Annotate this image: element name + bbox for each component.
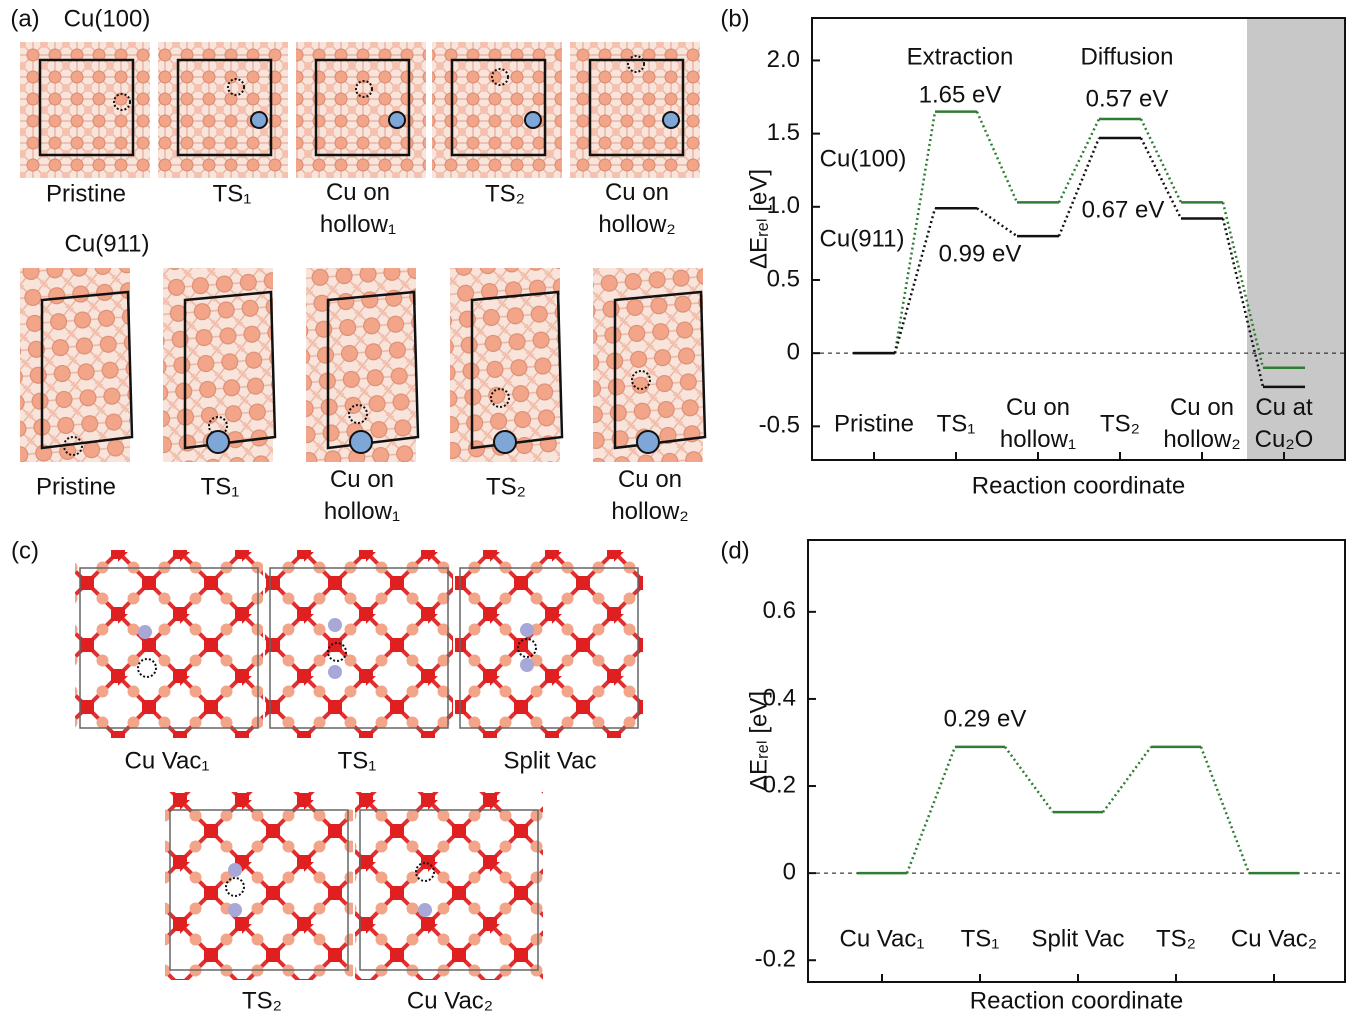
connector <box>977 112 1017 203</box>
y-tick-label: 0 <box>783 858 796 885</box>
y-axis-label: ΔEᵣₑₗ [eV] <box>745 691 772 791</box>
y-tick-label: -0.2 <box>755 946 796 973</box>
adatom <box>207 431 229 453</box>
structure-image <box>165 792 353 980</box>
annotation: 0.67 eV <box>1082 196 1165 223</box>
vacancy-site <box>418 903 432 917</box>
vacancy-site <box>520 658 534 672</box>
adatom <box>389 112 405 128</box>
panel-label: (b) <box>720 5 749 32</box>
x-axis-label: Reaction coordinate <box>972 472 1185 499</box>
connector <box>1141 119 1181 202</box>
annotation: 0.57 eV <box>1086 85 1169 112</box>
vacancy-site <box>228 863 242 877</box>
structure-image <box>265 550 453 738</box>
caption: TS₁ <box>201 473 240 500</box>
annotation: 0.99 eV <box>939 240 1022 267</box>
caption: Pristine <box>36 473 116 500</box>
caption: Split Vac <box>504 747 597 774</box>
caption: TS₁ <box>213 180 252 207</box>
panel-label: (d) <box>720 537 749 564</box>
connector <box>977 208 1017 236</box>
surface-label: Cu(100) <box>64 5 151 32</box>
x-tick-label: Cu onhollow₁ <box>1000 394 1076 453</box>
panel-label: (c) <box>11 537 39 564</box>
vacancy-site <box>328 618 342 632</box>
annotation: 0.29 eV <box>944 705 1027 732</box>
structure-image <box>355 792 543 980</box>
connector <box>1103 747 1151 812</box>
plot-frame <box>808 540 1345 982</box>
adatom <box>494 431 516 453</box>
adatom <box>350 431 372 453</box>
x-tick-label: Split Vac <box>1032 925 1125 952</box>
x-tick-label: Cu Vac₁ <box>839 925 924 952</box>
structure-image <box>455 550 643 738</box>
caption: TS₂ <box>242 987 282 1014</box>
series-label: Cu(911) <box>820 225 905 252</box>
adatom <box>637 431 659 453</box>
vacancy-site <box>138 625 152 639</box>
figure: (a) (b) (c) (d) Cu(100) Cu(911) Pristine TS₁ Cu … <box>0 0 1353 1021</box>
caption: Cu onhollow₁ <box>324 466 400 525</box>
caption: Cu Vac₁ <box>124 747 209 774</box>
caption: TS₂ <box>486 473 526 500</box>
connector <box>1201 747 1249 873</box>
adatom <box>663 112 679 128</box>
caption: TS₂ <box>485 180 525 207</box>
x-tick-label: TS₁ <box>961 925 1000 952</box>
caption: Cu Vac₂ <box>407 987 493 1014</box>
adatom <box>525 112 541 128</box>
y-tick-label: -0.5 <box>759 412 800 439</box>
x-tick-label: Cu Vac₂ <box>1231 925 1317 952</box>
panel-label: (a) <box>10 5 39 32</box>
x-tick-label: TS₂ <box>1156 925 1196 952</box>
x-tick-label: TS₁ <box>937 410 976 437</box>
annotation: Diffusion <box>1081 43 1174 70</box>
vacancy-site <box>520 623 534 637</box>
y-tick-label: 2.0 <box>767 46 800 73</box>
vacancy-site <box>328 665 342 679</box>
adatom <box>251 112 267 128</box>
surface-label: Cu(911) <box>65 230 150 257</box>
caption: TS₁ <box>338 747 377 774</box>
caption: Pristine <box>46 180 126 207</box>
y-tick-label: 1.5 <box>767 119 800 146</box>
annotation: Extraction <box>907 43 1014 70</box>
caption: Cu onhollow₂ <box>598 179 675 238</box>
x-axis-label: Reaction coordinate <box>970 987 1183 1014</box>
series-label: Cu(100) <box>820 145 907 172</box>
x-tick-label: Pristine <box>834 410 914 437</box>
connector <box>907 747 955 873</box>
annotation: 1.65 eV <box>919 81 1002 108</box>
y-tick-label: 0 <box>787 339 800 366</box>
x-tick-label: TS₂ <box>1100 410 1140 437</box>
vacancy-site <box>228 903 242 917</box>
structure-image <box>75 550 263 738</box>
y-axis-label: ΔEᵣₑₗ [eV] <box>745 169 772 269</box>
connector <box>1005 747 1053 812</box>
y-tick-label: 0.6 <box>763 597 796 624</box>
